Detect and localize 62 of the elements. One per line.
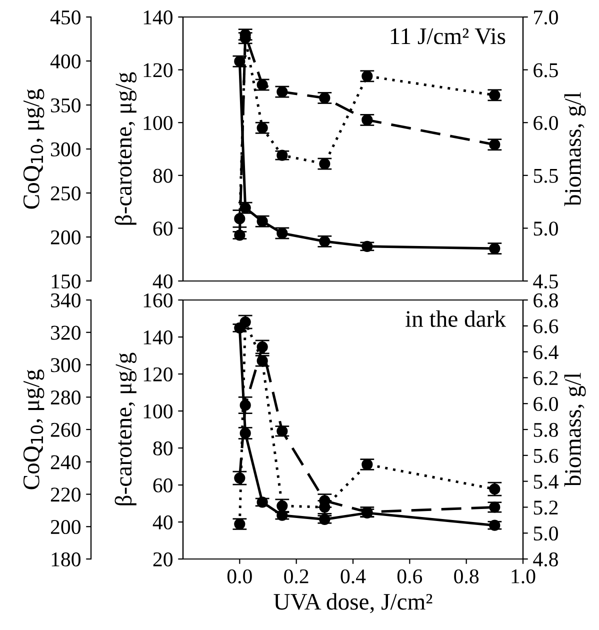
- y2-tick-label: 6.5: [534, 63, 558, 78]
- y3-tick-label: 250: [50, 186, 80, 200]
- annotation: 11 J/cm² Vis: [390, 28, 506, 44]
- x-tick-label: 0.0: [227, 569, 252, 584]
- x-tick-label: 0.6: [397, 569, 422, 584]
- x-tick-label: 1.0: [512, 569, 536, 584]
- y-tick-label: 80: [153, 168, 172, 183]
- y3-tick-label: 320: [51, 326, 80, 340]
- y3-tick-label: 200: [50, 230, 80, 244]
- y2-tick-label: 5.8: [534, 422, 558, 438]
- y-tick-label: 140: [144, 10, 172, 24]
- y-axis-title: β-carotene, μg/g: [114, 352, 136, 506]
- y2-tick-label: 6.2: [534, 371, 558, 386]
- y3-tick-label: 280: [50, 390, 80, 405]
- y-tick-label: 160: [144, 293, 172, 308]
- y-tick-label: 100: [144, 116, 172, 130]
- y2-tick-label: 5.4: [534, 474, 558, 489]
- y2-tick-label: 6.8: [534, 293, 558, 308]
- y2-tick-label: 6.0: [534, 396, 558, 412]
- y2-tick-label: 6.4: [534, 345, 558, 360]
- y-tick-label: 60: [153, 222, 172, 236]
- y3-tick-label: 200: [50, 520, 80, 534]
- y3-tick-label: 260: [50, 422, 80, 437]
- y3-axis-title: CoQ$_{10}$, μg/g: [23, 369, 44, 490]
- y3-tick-label: 220: [50, 488, 80, 502]
- annotation: in the dark: [406, 310, 506, 327]
- y2-tick-label: 6.0: [534, 116, 558, 130]
- y-tick-label: 120: [144, 63, 172, 78]
- y2-tick-label: 5.0: [534, 526, 558, 541]
- y2-axis-title: biomass, g/l: [564, 92, 586, 206]
- y-tick-label: 100: [144, 404, 172, 418]
- y-axis-title: β-carotene, μg/g: [114, 72, 136, 225]
- y3-tick-label: 450: [50, 10, 80, 24]
- y2-tick-label: 4.5: [533, 274, 558, 289]
- y3-tick-label: 350: [51, 98, 80, 112]
- y2-tick-label: 5.5: [534, 168, 558, 183]
- y3-tick-label: 340: [51, 293, 80, 308]
- y-tick-label: 140: [144, 330, 172, 344]
- x-tick-label: 0.2: [284, 569, 308, 584]
- x-axis-title: UVA dose, J/cm²: [274, 593, 432, 614]
- y2-axis-title: biomass, g/l: [564, 372, 586, 487]
- x-tick-label: 0.8: [454, 569, 479, 584]
- y-tick-label: 40: [152, 515, 172, 530]
- y-tick-label: 120: [144, 367, 172, 382]
- y2-tick-label: 5.2: [534, 500, 558, 515]
- x-tick-label: 0.4: [340, 569, 366, 584]
- y2-tick-label: 4.8: [533, 552, 558, 567]
- y2-tick-label: 5.6: [534, 448, 558, 463]
- y-tick-label: 40: [152, 274, 172, 288]
- y-tick-label: 20: [153, 552, 172, 566]
- y2-tick-label: 7.0: [534, 10, 558, 25]
- y-tick-label: 80: [153, 441, 172, 456]
- y3-tick-label: 400: [50, 54, 80, 68]
- y2-tick-label: 5.0: [534, 222, 558, 236]
- y3-tick-label: 150: [52, 274, 80, 288]
- y3-tick-label: 240: [50, 455, 80, 470]
- y-tick-label: 60: [153, 478, 172, 492]
- y3-tick-label: 300: [51, 142, 80, 156]
- y3-tick-label: 180: [52, 552, 80, 566]
- y2-tick-label: 6.6: [534, 319, 558, 334]
- y3-tick-label: 300: [51, 358, 80, 372]
- y3-axis-title: CoQ$_{10}$, μg/g: [23, 88, 44, 209]
